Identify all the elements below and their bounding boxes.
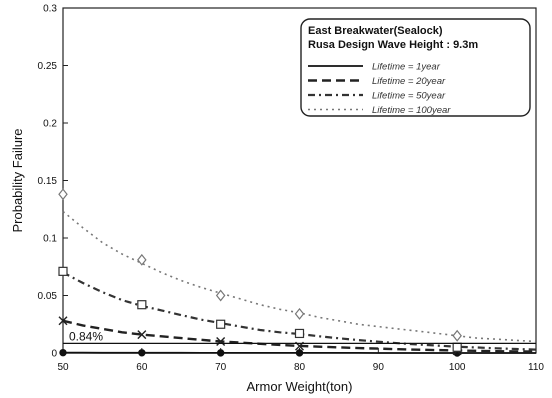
data-point-circle xyxy=(216,349,225,357)
data-point-square xyxy=(216,319,226,329)
data-point-x xyxy=(216,337,226,346)
data-point-x-stroke xyxy=(137,330,147,340)
x-axis-label: Armor Weight(ton) xyxy=(247,379,353,394)
y-tick-label: 0.3 xyxy=(43,4,57,15)
series-3 xyxy=(58,266,537,352)
data-point-diamond xyxy=(452,329,462,342)
x-tick-label: 50 xyxy=(57,362,69,373)
legend-item: Lifetime = 20year xyxy=(308,76,446,87)
data-point-x xyxy=(58,316,68,326)
data-point-circle xyxy=(59,348,67,357)
data-point-x-stroke xyxy=(58,316,68,326)
data-point-square xyxy=(452,342,462,352)
y-tick-label: 0.25 xyxy=(38,61,58,72)
legend-label: Lifetime = 1year xyxy=(372,62,441,73)
legend-box xyxy=(300,18,531,117)
y-tick-label: 0.1 xyxy=(43,234,57,245)
series-layer xyxy=(58,188,537,357)
legend-item: Lifetime = 50year xyxy=(308,91,446,102)
legend-label: Lifetime = 20year xyxy=(372,76,446,87)
x-tick-label: 80 xyxy=(294,362,306,373)
y-tick-label: 0 xyxy=(51,349,57,360)
legend: East Breakwater(Sealock) Rusa Design Wave… xyxy=(300,18,531,117)
y-axis-label: Probability Failure xyxy=(10,128,25,232)
x-tick-label: 90 xyxy=(373,362,385,373)
y-tick-label: 0.2 xyxy=(43,119,57,130)
legend-label: Lifetime = 100year xyxy=(372,105,451,116)
legend-label: Lifetime = 50year xyxy=(372,91,446,102)
data-point-square xyxy=(294,328,305,339)
series-4 xyxy=(58,188,537,343)
y-tick-label: 0.05 xyxy=(38,291,58,302)
x-tick-label: 100 xyxy=(449,362,466,373)
data-point-circle xyxy=(138,349,146,357)
data-point-diamond xyxy=(137,253,147,266)
series-line xyxy=(62,210,537,343)
legend-title-line: East Breakwater(Sealock) xyxy=(308,25,443,37)
legend-title-line: Rusa Design Wave Height : 9.3m xyxy=(308,39,478,51)
data-point-x xyxy=(137,330,147,340)
legend-item: Lifetime = 100year xyxy=(308,105,451,116)
series-1 xyxy=(59,348,536,357)
y-tick-label: 0.15 xyxy=(38,176,58,187)
y-axis: 0 0.05 0.1 0.15 0.2 0.25 0.3 xyxy=(38,4,68,360)
data-point-circle xyxy=(295,349,304,357)
x-tick-label: 110 xyxy=(528,362,544,373)
annotation-label: 0.84% xyxy=(69,329,103,343)
data-point-diamond xyxy=(294,307,305,320)
data-point-x-stroke xyxy=(216,337,226,346)
x-tick-label: 70 xyxy=(215,362,227,373)
data-point-square xyxy=(137,300,147,310)
x-tick-label: 60 xyxy=(136,362,148,373)
legend-item: Lifetime = 1year xyxy=(308,62,441,73)
data-point-diamond xyxy=(58,188,68,201)
data-point-square xyxy=(58,266,68,276)
data-point-diamond xyxy=(215,289,226,302)
